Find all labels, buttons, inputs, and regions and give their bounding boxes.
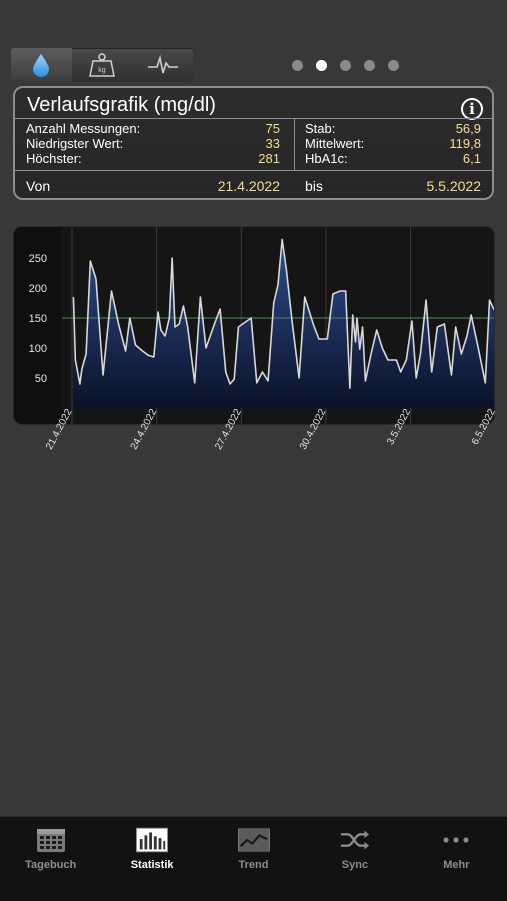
weight-icon: kg [89, 53, 115, 77]
bar-chart-icon [136, 827, 169, 853]
x-axis-labels: 21.4.2022 24.4.2022 27.4.2022 30.4.2022 3.5.… [44, 407, 498, 452]
mode-blood-glucose[interactable] [11, 48, 72, 82]
stat-value-mean: 119,8 [449, 136, 481, 151]
x-tick-label: 27.4.2022 [213, 407, 244, 452]
tab-tagebuch[interactable]: Tagebuch [0, 817, 101, 901]
more-icon [440, 827, 472, 853]
stat-label-count: Anzahl Messungen: [26, 121, 141, 136]
drop-icon [33, 54, 50, 77]
divider [15, 118, 492, 119]
tab-statistik[interactable]: Statistik [101, 817, 202, 901]
y-tick-label: 250 [29, 253, 47, 265]
shuffle-icon [339, 827, 371, 853]
stat-label-max: Höchster: [26, 151, 82, 166]
y-axis-band [14, 227, 62, 424]
divider [15, 170, 492, 171]
divider [294, 119, 295, 170]
stat-value-min: 33 [265, 136, 280, 151]
range-to-value[interactable]: 5.5.2022 [426, 178, 482, 194]
trend-icon [237, 827, 270, 853]
mode-pulse[interactable] [132, 48, 193, 82]
pulse-icon [147, 54, 178, 74]
tab-label: Sync [341, 859, 369, 871]
svg-text:kg: kg [98, 67, 106, 74]
stat-label-mean: Mittelwert: [305, 136, 365, 151]
history-chart[interactable]: 250 200 150 100 50 [14, 227, 494, 424]
page-dot[interactable] [340, 60, 351, 71]
series-area [73, 239, 494, 408]
page-dot[interactable] [292, 60, 303, 71]
stat-label-hba1c: HbA1c: [305, 151, 348, 166]
mode-selector: kg [11, 48, 193, 82]
stat-value-stddev: 56,9 [455, 121, 481, 136]
y-tick-label: 150 [29, 313, 47, 325]
y-tick-label: 100 [29, 343, 47, 355]
series-line [72, 238, 494, 389]
page-dot[interactable] [364, 60, 375, 71]
stat-value-max: 281 [258, 151, 280, 166]
x-tick-label: 24.4.2022 [129, 407, 160, 452]
stat-value-hba1c: 6,1 [462, 151, 481, 166]
tab-bar: Tagebuch Statistik Trend [0, 816, 507, 901]
x-tick-label: 21.4.2022 [44, 407, 75, 452]
stats-panel: Verlaufsgrafik (mg/dl) i Anzahl Messunge… [13, 86, 494, 200]
history-chart-svg: 250 200 150 100 50 [14, 227, 494, 424]
page-dot[interactable] [388, 60, 399, 71]
x-tick-label: 30.4.2022 [298, 407, 329, 452]
tab-trend[interactable]: Trend [203, 817, 304, 901]
page-dot[interactable] [316, 60, 327, 71]
y-tick-label: 200 [29, 283, 47, 295]
page-indicator[interactable] [292, 60, 399, 71]
stat-value-count: 75 [265, 121, 280, 136]
info-icon[interactable]: i [461, 98, 483, 120]
tab-label: Statistik [130, 859, 174, 871]
tab-label: Tagebuch [25, 859, 77, 871]
tab-label: Trend [238, 859, 269, 871]
stat-label-stddev: Stab: [305, 121, 336, 136]
tab-mehr[interactable]: Mehr [406, 817, 507, 901]
range-from-value[interactable]: 21.4.2022 [217, 178, 280, 194]
x-tick-label: 3.5.2022 [385, 407, 413, 447]
panel-title: Verlaufsgrafik (mg/dl) [27, 94, 216, 116]
mode-weight[interactable]: kg [72, 48, 133, 82]
calendar-icon [35, 827, 67, 853]
stat-label-min: Niedrigster Wert: [26, 136, 124, 151]
tab-sync[interactable]: Sync [304, 817, 405, 901]
range-to-label: bis [305, 178, 323, 194]
x-tick-label: 6.5.2022 [470, 407, 498, 447]
tab-label: Mehr [443, 859, 470, 871]
y-tick-label: 50 [35, 373, 47, 385]
range-from-label: Von [26, 178, 51, 194]
